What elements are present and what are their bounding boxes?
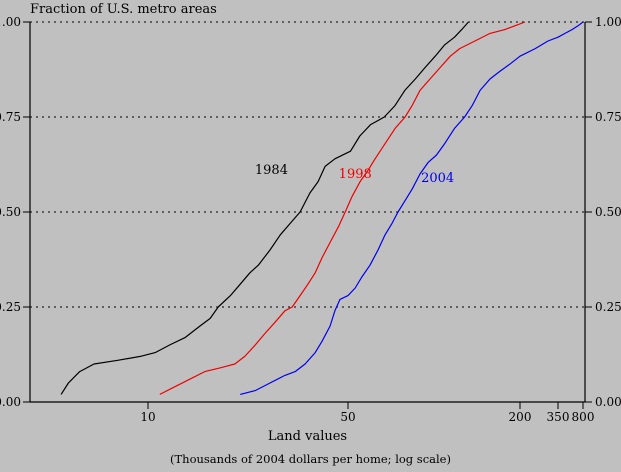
y-tick-label-left: 0.50 [0,205,21,219]
x-tick-label: 50 [340,410,355,424]
series-line-2004 [240,21,584,395]
series-label-1998: 1998 [339,167,372,182]
x-tick-label: 10 [140,410,155,424]
y-tick-label-left: 1.00 [0,15,21,29]
series-line-1984 [60,21,469,395]
y-tick-label-left: 0.75 [0,110,21,124]
series-label-1984: 1984 [255,163,288,178]
series-label-2004: 2004 [421,171,454,186]
chart-title: Fraction of U.S. metro areas [30,2,217,17]
x-axis-note: (Thousands of 2004 dollars per home; log… [170,452,451,466]
y-tick-label-right: 0.00 [595,395,621,409]
y-tick-label-right: 1.00 [595,15,621,29]
y-tick-label-left: 0.25 [0,300,21,314]
y-tick-label-left: 0.00 [0,395,21,409]
x-axis-title: Land values [267,429,348,444]
x-tick-label: 350 [547,410,570,424]
y-tick-label-right: 0.25 [595,300,621,314]
series-line-1998 [159,21,526,395]
y-tick-label-right: 0.75 [595,110,621,124]
x-tick-label: 800 [572,410,595,424]
x-tick-label: 200 [509,410,532,424]
y-tick-label-right: 0.50 [595,205,621,219]
